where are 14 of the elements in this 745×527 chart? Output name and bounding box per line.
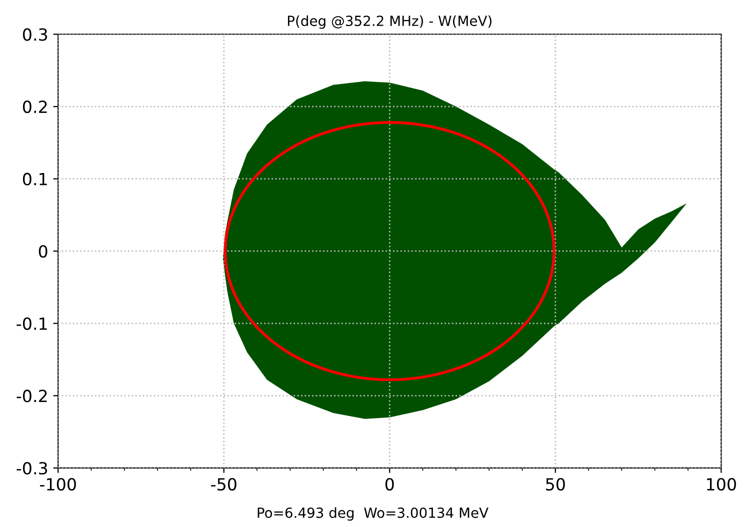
y-tick-label: 0 xyxy=(38,245,48,258)
x-tick-label: 100 xyxy=(707,478,736,491)
y-tick-label: -0.1 xyxy=(16,317,47,330)
y-tick-label: -0.3 xyxy=(16,462,48,475)
x-tick-label: 50 xyxy=(546,478,565,491)
y-tick-label: -0.2 xyxy=(16,390,47,402)
x-tick-label: 0 xyxy=(385,478,394,491)
y-tick-label: 0.1 xyxy=(22,172,47,186)
y-tick-label: 0.3 xyxy=(22,28,48,41)
y-tick-label: 0.2 xyxy=(22,100,47,114)
text: Po=6.493 deg Wo=3.00134 MeV xyxy=(258,507,488,521)
chart-title: P(deg @352.2 MHz) - W(MeV) xyxy=(288,15,492,29)
x-tick-label: -100 xyxy=(40,478,76,491)
x-tick-label: -50 xyxy=(211,478,236,491)
